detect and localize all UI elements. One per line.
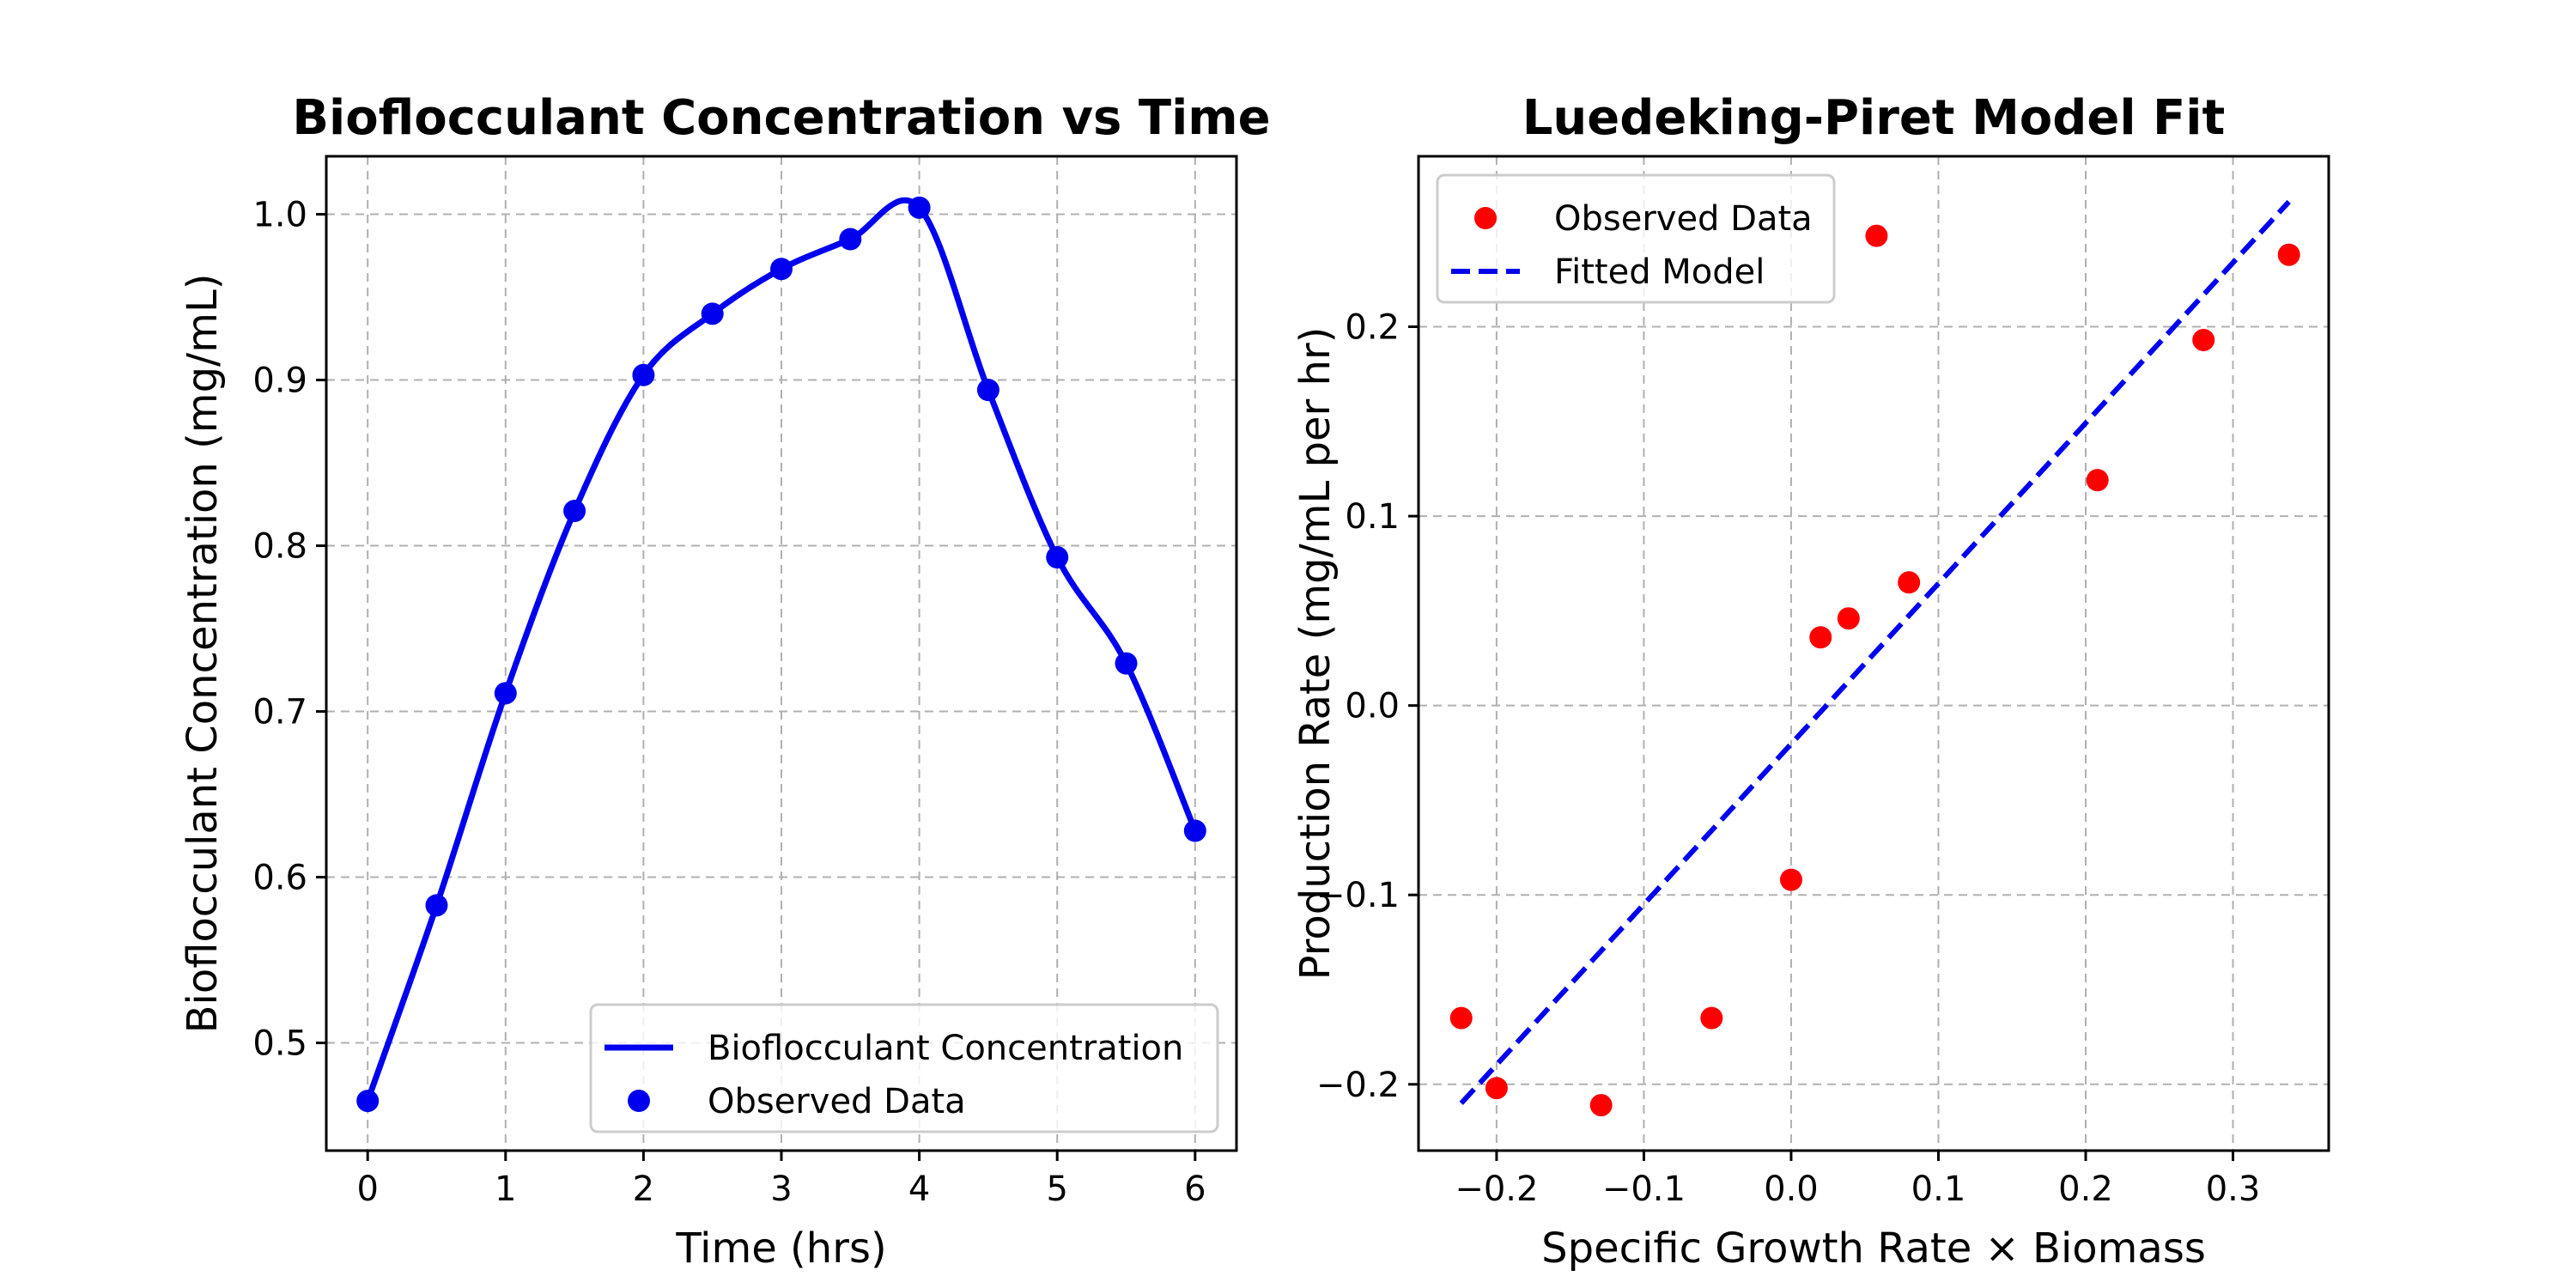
data-point	[1449, 1006, 1473, 1030]
x-tick-label: 3	[770, 1170, 792, 1209]
chart-title: Luedeking-Piret Model Fit	[1522, 90, 2226, 146]
x-tick-label: 0.0	[1764, 1170, 1819, 1209]
data-point	[563, 500, 586, 523]
data-point	[1589, 1094, 1613, 1117]
y-axis-label: Bioflocculant Concentration (mg/mL)	[179, 274, 227, 1034]
legend-dot-swatch	[1474, 207, 1497, 229]
data-point	[701, 302, 724, 325]
grid	[1419, 156, 2329, 1151]
y-tick-label: 0.9	[252, 361, 307, 401]
data-point	[2277, 243, 2300, 266]
data-point	[1779, 868, 1802, 891]
legend-label: Observed Data	[708, 1082, 966, 1121]
x-tick-label: 2	[633, 1170, 654, 1209]
legend-label: Observed Data	[1554, 199, 1813, 239]
data-point	[1046, 546, 1069, 569]
data-point	[1700, 1006, 1723, 1030]
x-axis-label: Time (hrs)	[675, 1224, 886, 1273]
x-tick-label: 6	[1184, 1170, 1206, 1209]
legend-label: Bioflocculant Concentration	[708, 1029, 1183, 1068]
y-axis-label: Production Rate (mg/mL per hr)	[1291, 327, 1340, 981]
y-tick-label: 0.7	[252, 693, 307, 732]
x-tick-label: 0.2	[2058, 1170, 2113, 1209]
legend-frame	[589, 1003, 1219, 1133]
data-point	[1115, 652, 1138, 675]
y-tick-label: 0.6	[252, 859, 307, 898]
data-point	[632, 363, 655, 386]
chart-luedeking-piret-fit: −0.2 −0.1 0.0 0.1 0.2 0.3 −0.2 −0.1 0.0 0.1 0.2 Lu…	[1291, 90, 2330, 1273]
chart-biofloccuant-concentration: 0 1 2 3 4 5 6 0.5 0.6 0.7 0.8 0.9 1.0 Bioflocculant …	[179, 90, 1271, 1273]
data-point	[1809, 626, 1832, 649]
x-tick-label: 0	[356, 1170, 378, 1209]
data-point	[1485, 1077, 1508, 1100]
data-point	[1865, 224, 1888, 247]
data-point	[2192, 328, 2215, 351]
y-tick-label: 0.1	[1345, 497, 1400, 537]
x-tick-label: 4	[908, 1170, 930, 1209]
y-tick-label: 0.2	[1345, 308, 1400, 348]
y-tick-label: 0.8	[252, 527, 307, 567]
data-point	[1183, 819, 1206, 842]
x-tick-label: −0.2	[1455, 1170, 1538, 1209]
x-tick-label: 5	[1046, 1170, 1067, 1209]
x-tick-label: 0.1	[1911, 1170, 1966, 1209]
legend-label: Fitted Model	[1554, 252, 1765, 292]
data-point	[425, 894, 448, 917]
data-point	[494, 682, 517, 705]
legend-frame	[1436, 173, 1836, 304]
chart-title: Bioflocculant Concentration vs Time	[292, 90, 1270, 146]
fit-line	[1459, 199, 2291, 1105]
data-point	[908, 196, 931, 219]
data-point	[1837, 607, 1860, 630]
data-point	[1898, 571, 1921, 594]
x-tick-label: 1	[495, 1170, 516, 1209]
series-points	[356, 196, 1206, 1113]
y-tick-label: 0.5	[252, 1024, 307, 1064]
legend: Bioflocculant Concentration Observed Data	[589, 1003, 1219, 1133]
x-tick-label: 0.3	[2206, 1170, 2261, 1209]
series-lines	[1459, 199, 2291, 1105]
data-point	[976, 379, 999, 402]
ticks: 0 1 2 3 4 5 6 0.5 0.6 0.7 0.8 0.9 1.0	[252, 196, 1206, 1209]
y-tick-label: −0.1	[1316, 876, 1400, 915]
data-point	[770, 258, 793, 281]
series-points	[1449, 224, 2300, 1117]
x-axis-label: Specific Growth Rate × Biomass	[1541, 1224, 2206, 1273]
ticks: −0.2 −0.1 0.0 0.1 0.2 0.3 −0.2 −0.1 0.0 0.1 0.2	[1316, 308, 2260, 1209]
legend-dot-swatch	[628, 1090, 650, 1112]
x-tick-label: −0.1	[1602, 1170, 1686, 1209]
data-point	[356, 1090, 380, 1113]
legend: Observed Data Fitted Model	[1436, 173, 1836, 304]
y-tick-label: −0.2	[1316, 1066, 1400, 1105]
y-tick-label: 1.0	[252, 196, 307, 235]
plot-frame	[1417, 155, 2330, 1152]
data-point	[839, 228, 862, 251]
y-tick-label: 0.0	[1345, 687, 1400, 726]
data-point	[2086, 469, 2109, 492]
